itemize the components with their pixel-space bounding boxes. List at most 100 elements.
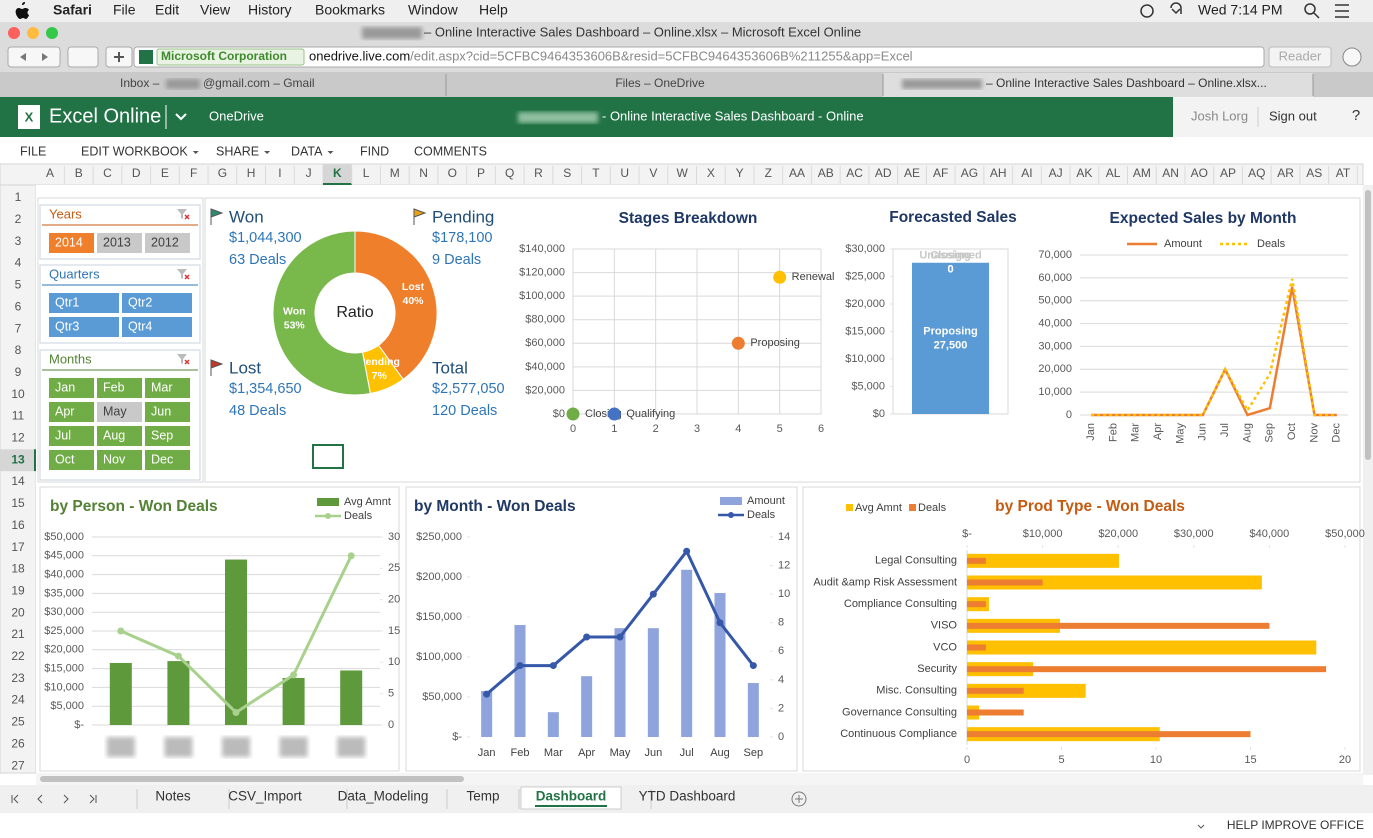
slicer-button[interactable]: [122, 317, 192, 337]
column-header[interactable]: Z: [765, 166, 772, 180]
row-header[interactable]: 18: [11, 562, 25, 576]
column-header[interactable]: AF: [933, 166, 948, 180]
slicer-button-label[interactable]: Qtr2: [128, 295, 152, 309]
column-header[interactable]: E: [161, 166, 169, 180]
column-header[interactable]: Q: [505, 166, 514, 180]
row-header[interactable]: 10: [11, 387, 25, 401]
column-header[interactable]: R: [534, 166, 543, 180]
column-header[interactable]: A: [46, 166, 54, 180]
add-sheet[interactable]: [791, 791, 807, 807]
tab-title[interactable]: – Online Interactive Sales Dashboard – O…: [986, 76, 1267, 90]
sheet-tab[interactable]: YTD Dashboard: [639, 789, 736, 804]
column-header[interactable]: X: [707, 166, 715, 180]
column-header[interactable]: Y: [736, 166, 744, 180]
column-header[interactable]: M: [390, 166, 400, 180]
slicer-button[interactable]: [49, 317, 119, 337]
row-header[interactable]: 22: [11, 649, 25, 663]
column-header[interactable]: AQ: [1248, 166, 1265, 180]
slicer-button[interactable]: [49, 233, 94, 253]
sheet-tab[interactable]: CSV_Import: [228, 789, 302, 804]
column-header[interactable]: AJ: [1049, 166, 1063, 180]
column-header[interactable]: U: [620, 166, 629, 180]
slicer-button[interactable]: [97, 426, 142, 446]
slicer-button[interactable]: [145, 402, 190, 422]
column-header[interactable]: AA: [789, 166, 805, 180]
slicer-button-label[interactable]: Jan: [55, 380, 75, 394]
row-header[interactable]: 21: [11, 627, 25, 641]
column-header[interactable]: AL: [1106, 166, 1121, 180]
slicer-button[interactable]: [97, 378, 142, 398]
tab-navigation[interactable]: [11, 794, 97, 804]
row-header[interactable]: 6: [15, 299, 22, 313]
column-header[interactable]: G: [218, 166, 227, 180]
column-header[interactable]: F: [190, 166, 197, 180]
column-header[interactable]: L: [363, 166, 370, 180]
row-header[interactable]: 24: [11, 693, 25, 707]
slicer-button[interactable]: [145, 426, 190, 446]
sheet-tab[interactable]: Temp: [466, 789, 499, 804]
column-header[interactable]: AD: [875, 166, 892, 180]
row-header[interactable]: 12: [11, 431, 25, 445]
column-header[interactable]: W: [676, 166, 688, 180]
menu-item[interactable]: Bookmarks: [315, 2, 385, 18]
row-header[interactable]: 19: [11, 583, 25, 597]
column-header[interactable]: AS: [1306, 166, 1322, 180]
slicer-button-label[interactable]: Jul: [55, 428, 71, 442]
tab-title[interactable]: @gmail.com – Gmail: [203, 76, 315, 90]
menu-item[interactable]: Help: [479, 2, 508, 18]
column-header[interactable]: AE: [904, 166, 920, 180]
close-button[interactable]: [8, 27, 20, 39]
back-forward[interactable]: [7, 46, 61, 68]
slicer-button-label[interactable]: Oct: [55, 452, 75, 466]
sheet-tab[interactable]: Notes: [155, 789, 191, 804]
column-header[interactable]: S: [563, 166, 571, 180]
clear-filter[interactable]: [177, 209, 187, 219]
column-header[interactable]: P: [477, 166, 485, 180]
downloads-button[interactable]: [1342, 47, 1362, 67]
user-name[interactable]: Josh Lorg: [1191, 108, 1248, 123]
ribbon-tab[interactable]: COMMENTS: [414, 144, 487, 158]
column-header[interactable]: I: [278, 166, 281, 180]
row-header[interactable]: 15: [11, 496, 25, 510]
slicer-button-label[interactable]: 2013: [103, 235, 131, 249]
address-bar[interactable]: [133, 46, 1265, 68]
column-header[interactable]: AM: [1133, 166, 1151, 180]
column-header[interactable]: AI: [1021, 166, 1032, 180]
tab-title[interactable]: Inbox –: [120, 76, 160, 90]
column-header[interactable]: AK: [1076, 166, 1092, 180]
column-header[interactable]: AT: [1336, 166, 1351, 180]
column-header[interactable]: H: [247, 166, 256, 180]
column-header[interactable]: T: [592, 166, 600, 180]
sheet-tab[interactable]: Dashboard: [536, 789, 607, 804]
row-header[interactable]: 14: [11, 474, 25, 488]
ribbon-tab[interactable]: EDIT WORKBOOK: [81, 144, 188, 158]
row-header[interactable]: 1: [15, 190, 22, 204]
row-header[interactable]: 4: [15, 256, 22, 270]
slicer-button-label[interactable]: Qtr4: [128, 319, 152, 333]
column-header[interactable]: B: [75, 166, 83, 180]
menu-item[interactable]: Edit: [155, 2, 179, 18]
slicer-button[interactable]: [97, 450, 142, 470]
breadcrumb[interactable]: OneDrive: [209, 108, 264, 123]
column-header[interactable]: AB: [818, 166, 834, 180]
column-header[interactable]: K: [333, 166, 342, 180]
reader-label[interactable]: Reader: [1279, 48, 1322, 63]
slicer-button[interactable]: [145, 233, 190, 253]
selected-cell[interactable]: [312, 444, 344, 469]
scroll-thumb[interactable]: [1365, 190, 1371, 460]
slicer-button[interactable]: [97, 402, 142, 422]
clear-filter[interactable]: [177, 269, 187, 279]
slicer-button-label[interactable]: 2014: [55, 235, 83, 249]
slicer-button-label[interactable]: Feb: [103, 380, 125, 394]
sheet-tab[interactable]: Data_Modeling: [338, 789, 429, 804]
row-header[interactable]: 11: [12, 409, 25, 423]
row-header[interactable]: 27: [11, 758, 25, 772]
row-header[interactable]: 26: [11, 736, 25, 750]
row-header[interactable]: 7: [15, 321, 22, 335]
menu-item[interactable]: File: [113, 2, 136, 18]
reader-button[interactable]: [1268, 46, 1332, 68]
slicer-button[interactable]: [97, 233, 142, 253]
row-header[interactable]: 13: [11, 452, 25, 466]
column-header[interactable]: J: [306, 166, 312, 180]
row-header[interactable]: 9: [15, 365, 22, 379]
